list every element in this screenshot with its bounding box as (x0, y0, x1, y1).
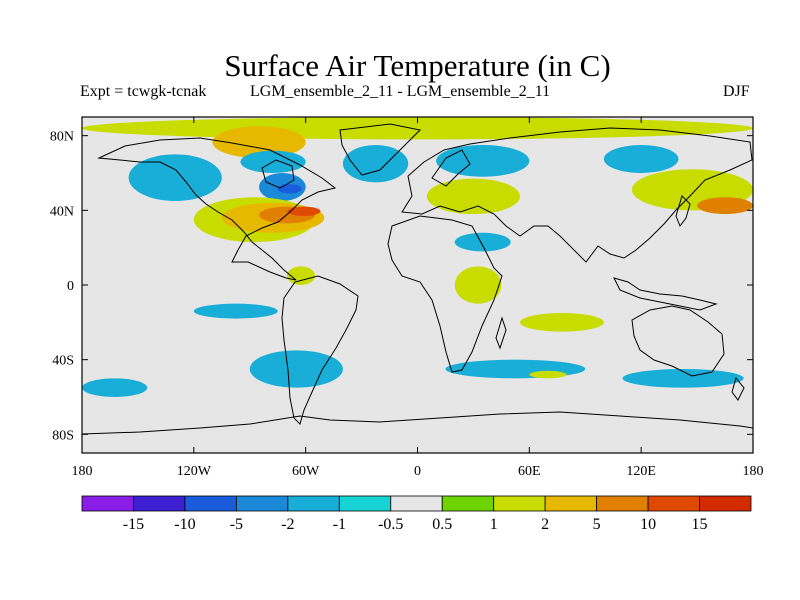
coast-new-zealand (731, 376, 745, 401)
coast-hudson-bay (261, 159, 295, 189)
coast-scandinavia (431, 149, 471, 187)
x-tick-label: 120W (177, 464, 212, 479)
colorbar-label: -1 (333, 516, 346, 533)
colorbar-swatch (81, 495, 134, 512)
anomaly-region (82, 378, 148, 397)
anomaly-region (287, 206, 321, 216)
anomaly-region (212, 126, 306, 159)
anomaly-region (426, 178, 521, 215)
y-tick-label: 0 (67, 279, 74, 294)
y-tick-label: 80N (50, 130, 74, 145)
experiment-label: Expt = tcwgk-tcnak (80, 83, 207, 100)
anomaly-region (249, 350, 343, 388)
ensemble-label: LGM_ensemble_2_11 - LGM_ensemble_2_11 (250, 83, 551, 100)
anomaly-region (622, 369, 744, 388)
coast-indonesia (613, 277, 718, 311)
colorbar-label: 1 (490, 516, 498, 533)
coast-eurasia (401, 127, 753, 263)
season-label: DJF (723, 83, 750, 100)
x-tick-label: 180 (743, 464, 764, 479)
coast-antarctica (82, 411, 753, 435)
anomaly-region (520, 313, 604, 332)
coast-greenland (339, 123, 422, 176)
colorbar-label: 0.5 (432, 516, 452, 533)
anomaly-region (436, 145, 530, 177)
x-tick-label: 180 (72, 464, 93, 479)
coast-australia (631, 305, 725, 377)
colorbar-swatch (596, 495, 649, 512)
colorbar-label: 2 (541, 516, 549, 533)
anomaly-region (529, 370, 567, 379)
colorbar-swatch (133, 495, 186, 512)
colorbar-label: -10 (174, 516, 195, 533)
anomaly-region (603, 145, 679, 173)
anomaly-region (454, 266, 502, 304)
coast-north-america (97, 137, 337, 281)
colorbar-label: -0.5 (378, 516, 403, 533)
colorbar-swatch (493, 495, 546, 512)
anomaly-region (128, 154, 222, 202)
y-tick-label: 40S (52, 354, 74, 369)
colorbar-swatch (441, 495, 495, 512)
colorbar-label: -2 (281, 516, 294, 533)
anomaly-region (454, 232, 511, 252)
y-tick-label: 40N (50, 204, 74, 219)
colorbar-label: -15 (123, 516, 144, 533)
colorbar-swatch (235, 495, 289, 512)
x-tick-label: 60E (518, 464, 541, 479)
colorbar-swatch (390, 495, 443, 512)
coast-madagascar (495, 316, 507, 350)
anomaly-region (287, 266, 315, 285)
x-tick-label: 0 (414, 464, 421, 479)
colorbar-label: 5 (593, 516, 601, 533)
x-tick-label: 120E (626, 464, 656, 479)
coastlines (82, 123, 753, 435)
colorbar-swatch (184, 495, 237, 512)
coast-south-america (281, 275, 359, 425)
colorbar-swatch (699, 495, 752, 512)
anomaly-region (342, 145, 409, 183)
axis-ticks: 180 120W 60W 0 60E 120E 180 80N 40N 0 40S 80S (50, 117, 764, 479)
colorbar-label: 15 (692, 516, 708, 533)
anomaly-region (277, 184, 302, 194)
anomaly-region (697, 197, 753, 215)
anomaly-regions (82, 117, 753, 397)
colorbar-swatch (338, 495, 392, 512)
chart-title: Surface Air Temperature (in C) (224, 48, 611, 83)
colorbar-label: -5 (230, 516, 243, 533)
coast-japan (675, 195, 691, 228)
anomaly-region (193, 303, 278, 319)
coast-africa (387, 215, 503, 373)
colorbar-label: 10 (640, 516, 656, 533)
colorbar: -15 -10 -5 -2 -1 -0.5 0.5 1 2 5 10 15 (81, 495, 752, 533)
colorbar-swatch (647, 495, 700, 512)
colorbar-swatch (287, 495, 340, 512)
y-tick-label: 80S (52, 428, 74, 443)
colorbar-swatch (544, 495, 598, 512)
x-tick-label: 60W (292, 464, 320, 479)
